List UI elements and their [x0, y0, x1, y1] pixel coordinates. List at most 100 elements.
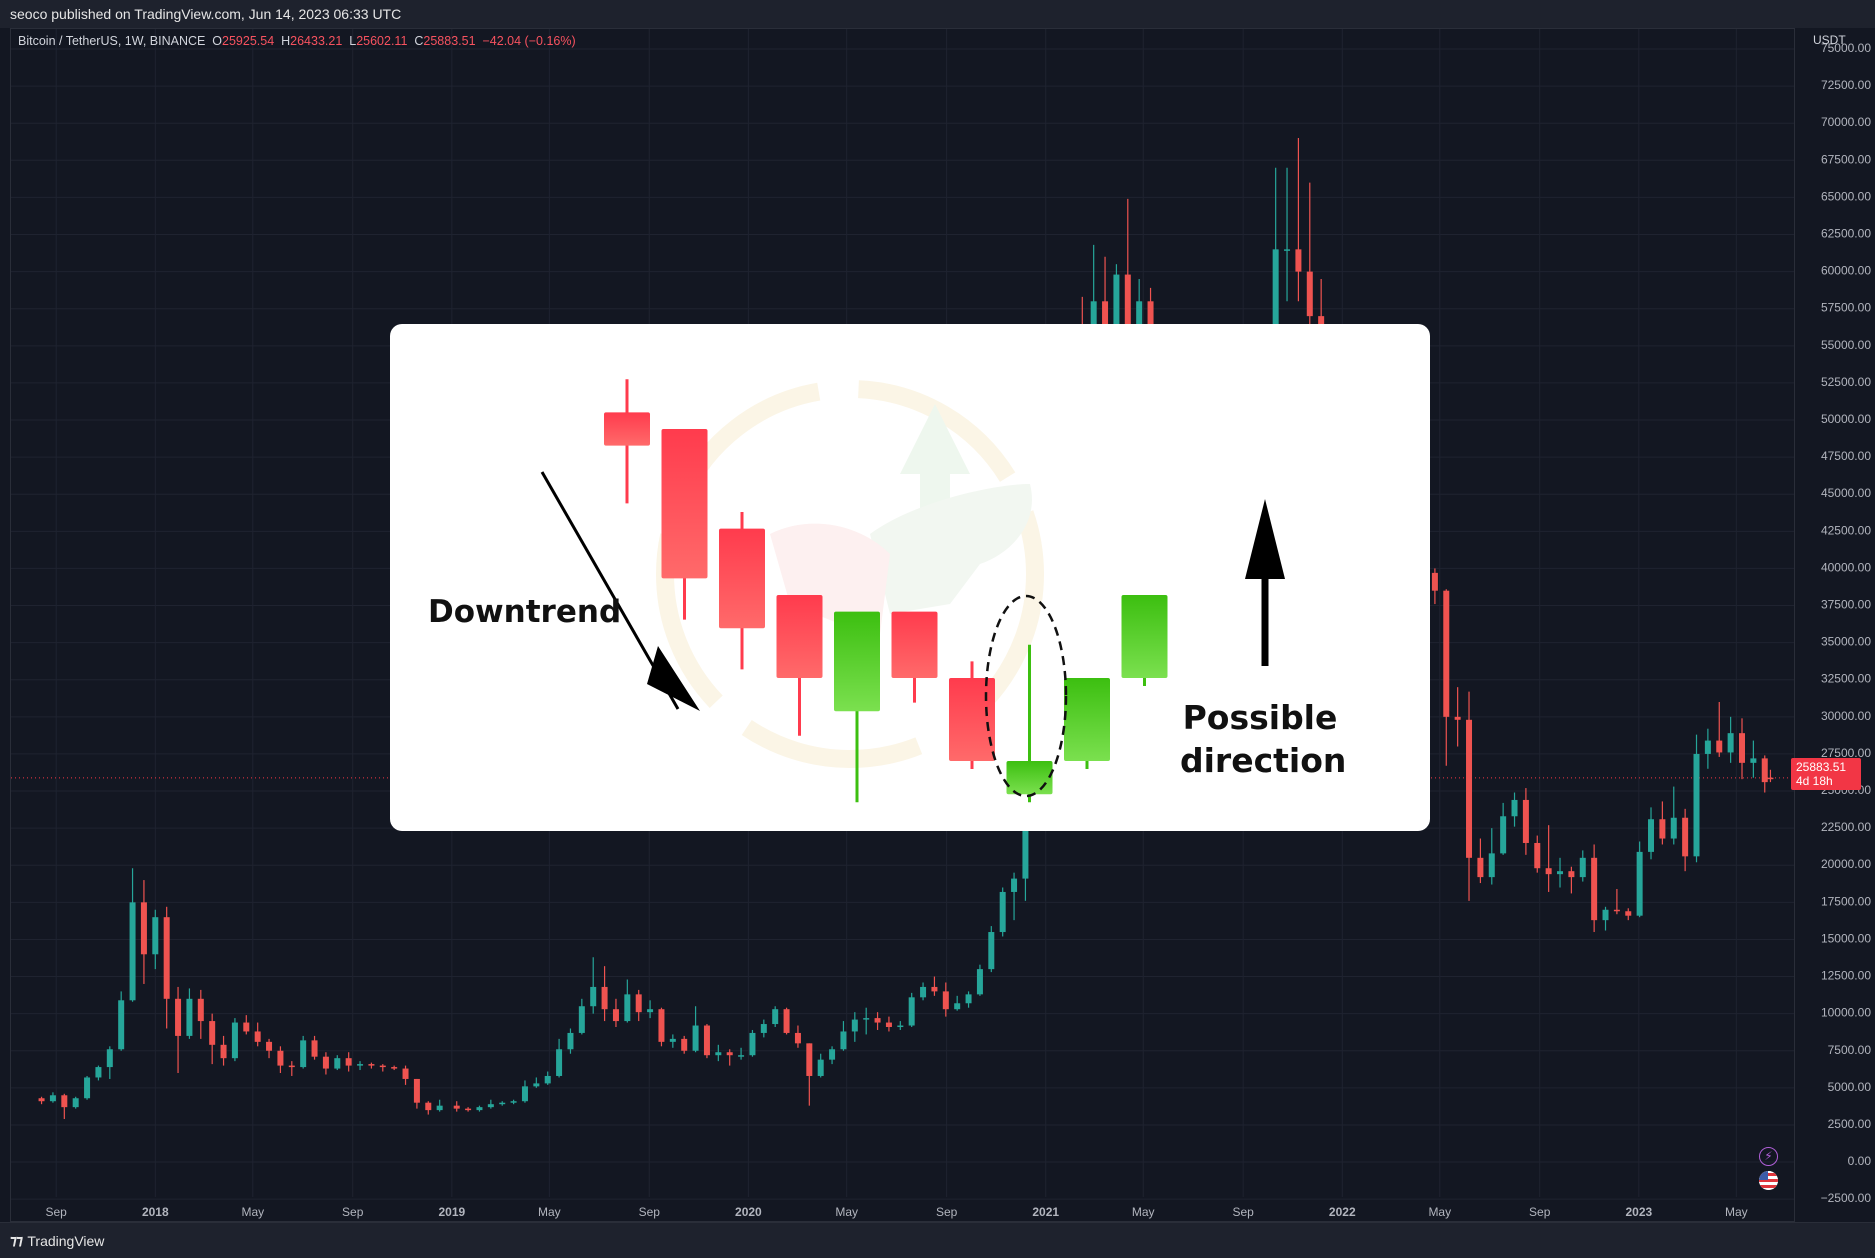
- candle-body: [106, 1049, 113, 1068]
- candle-body: [379, 1065, 386, 1068]
- candle-body: [1761, 758, 1768, 783]
- y-tick-label: 35000.00: [1821, 635, 1871, 649]
- tradingview-logo-icon: ⁊⁊: [10, 1232, 23, 1248]
- y-tick-label: 55000.00: [1821, 338, 1871, 352]
- candle-body: [465, 1108, 472, 1111]
- x-tick-label: Sep: [1529, 1205, 1551, 1219]
- candle-body: [1602, 909, 1609, 921]
- candle-body: [300, 1040, 307, 1068]
- candle-body: [1022, 808, 1029, 879]
- candle-body: [1648, 819, 1655, 852]
- candle-body: [357, 1064, 364, 1066]
- candle-body: [311, 1040, 318, 1057]
- y-tick-label: 22500.00: [1821, 820, 1871, 834]
- candle-body: [533, 1083, 540, 1087]
- candle-body: [368, 1064, 375, 1066]
- candle-body: [197, 998, 204, 1022]
- candle-body: [1636, 851, 1643, 916]
- candle-body: [703, 1025, 710, 1056]
- y-tick-label: 40000.00: [1821, 560, 1871, 574]
- candle-body: [942, 991, 949, 1010]
- candle-body: [1693, 753, 1700, 857]
- candle-body: [874, 1018, 881, 1023]
- candle-body: [118, 1000, 125, 1050]
- y-tick-label: 15000.00: [1821, 931, 1871, 945]
- x-tick-label: May: [538, 1205, 561, 1219]
- candle-body: [692, 1025, 699, 1051]
- candle-body: [851, 1019, 858, 1032]
- x-tick-label: Sep: [342, 1205, 364, 1219]
- x-tick-label: May: [1132, 1205, 1155, 1219]
- candle-body: [806, 1043, 813, 1076]
- candle-body: [988, 932, 995, 970]
- bar-countdown: 4d 18h: [1796, 774, 1833, 788]
- candle-body: [1545, 868, 1552, 875]
- candle-body: [1682, 817, 1689, 857]
- candle-body: [220, 1044, 227, 1059]
- candle-body: [1704, 740, 1711, 754]
- x-tick-label: Sep: [46, 1205, 68, 1219]
- y-tick-label: 32500.00: [1821, 672, 1871, 686]
- candle-body: [322, 1056, 329, 1069]
- x-tick-label: Sep: [1232, 1205, 1254, 1219]
- candle-body: [1591, 857, 1598, 921]
- y-tick-label: −2500.00: [1821, 1191, 1872, 1205]
- x-tick-label: May: [241, 1205, 264, 1219]
- y-tick-label: 60000.00: [1821, 264, 1871, 278]
- candle-body: [1488, 853, 1495, 878]
- pattern-candle-body: [1121, 595, 1168, 678]
- possible-direction-label: Possible direction: [1180, 696, 1346, 782]
- change-value: −42.04 (−0.16%): [482, 34, 576, 48]
- candle-body: [738, 1055, 745, 1057]
- lightning-icon[interactable]: ⚡: [1759, 1147, 1778, 1166]
- candle-body: [129, 902, 136, 1001]
- candle-body: [920, 986, 927, 998]
- candle-body: [1625, 911, 1632, 916]
- x-tick-label: 2020: [735, 1205, 762, 1219]
- overlay-illustration: [540, 379, 1285, 803]
- candle-body: [499, 1102, 506, 1105]
- candle-body: [578, 1006, 585, 1033]
- candle-body: [612, 1009, 619, 1022]
- candle-body: [510, 1101, 517, 1103]
- candle-body: [231, 1022, 238, 1059]
- candle-body: [556, 1049, 563, 1076]
- candle-body: [175, 998, 182, 1036]
- last-price-value: 25883.51: [1796, 760, 1847, 774]
- candle-body: [277, 1050, 284, 1066]
- watermark-bull: [870, 484, 1032, 614]
- us-flag-icon[interactable]: [1759, 1171, 1778, 1190]
- candle-body: [635, 994, 642, 1013]
- candle-body: [345, 1058, 352, 1066]
- y-tick-label: 5000.00: [1828, 1080, 1872, 1094]
- possible-direction-line1: Possible: [1182, 698, 1338, 737]
- tradingview-logo[interactable]: ⁊⁊ TradingView: [10, 1232, 104, 1249]
- y-tick-label: 67500.00: [1821, 152, 1871, 166]
- high-value: 26433.21: [290, 34, 343, 48]
- candle-body: [885, 1022, 892, 1028]
- tradingview-logo-text: TradingView: [27, 1232, 105, 1249]
- candle-body: [1716, 740, 1723, 753]
- downtrend-arrow-head: [647, 646, 700, 711]
- candle-body: [38, 1098, 45, 1102]
- candle-body: [186, 998, 193, 1036]
- pattern-candle-body: [949, 678, 995, 761]
- candle-body: [1511, 799, 1518, 817]
- symbol-label: Bitcoin / TetherUS, 1W, BINANCE: [18, 34, 206, 48]
- candle-body: [1306, 271, 1313, 317]
- low-label: L: [349, 34, 357, 48]
- y-tick-label: 45000.00: [1821, 486, 1871, 500]
- candle-body: [1011, 878, 1018, 892]
- candle-body: [391, 1067, 398, 1069]
- x-tick-label: 2018: [142, 1205, 169, 1219]
- pattern-candle-body: [661, 429, 708, 579]
- candle-body: [897, 1025, 904, 1028]
- candle-body: [760, 1024, 767, 1033]
- candle-body: [476, 1107, 483, 1111]
- y-tick-label: 2500.00: [1828, 1117, 1872, 1131]
- price-axis[interactable]: 75000.00 72500.00 70000.00 67500.00 65000.00…: [1795, 28, 1875, 1222]
- high-label: H: [281, 34, 291, 48]
- candle-body: [624, 994, 631, 1022]
- y-tick-label: 65000.00: [1821, 189, 1871, 203]
- y-tick-label: 50000.00: [1821, 412, 1871, 426]
